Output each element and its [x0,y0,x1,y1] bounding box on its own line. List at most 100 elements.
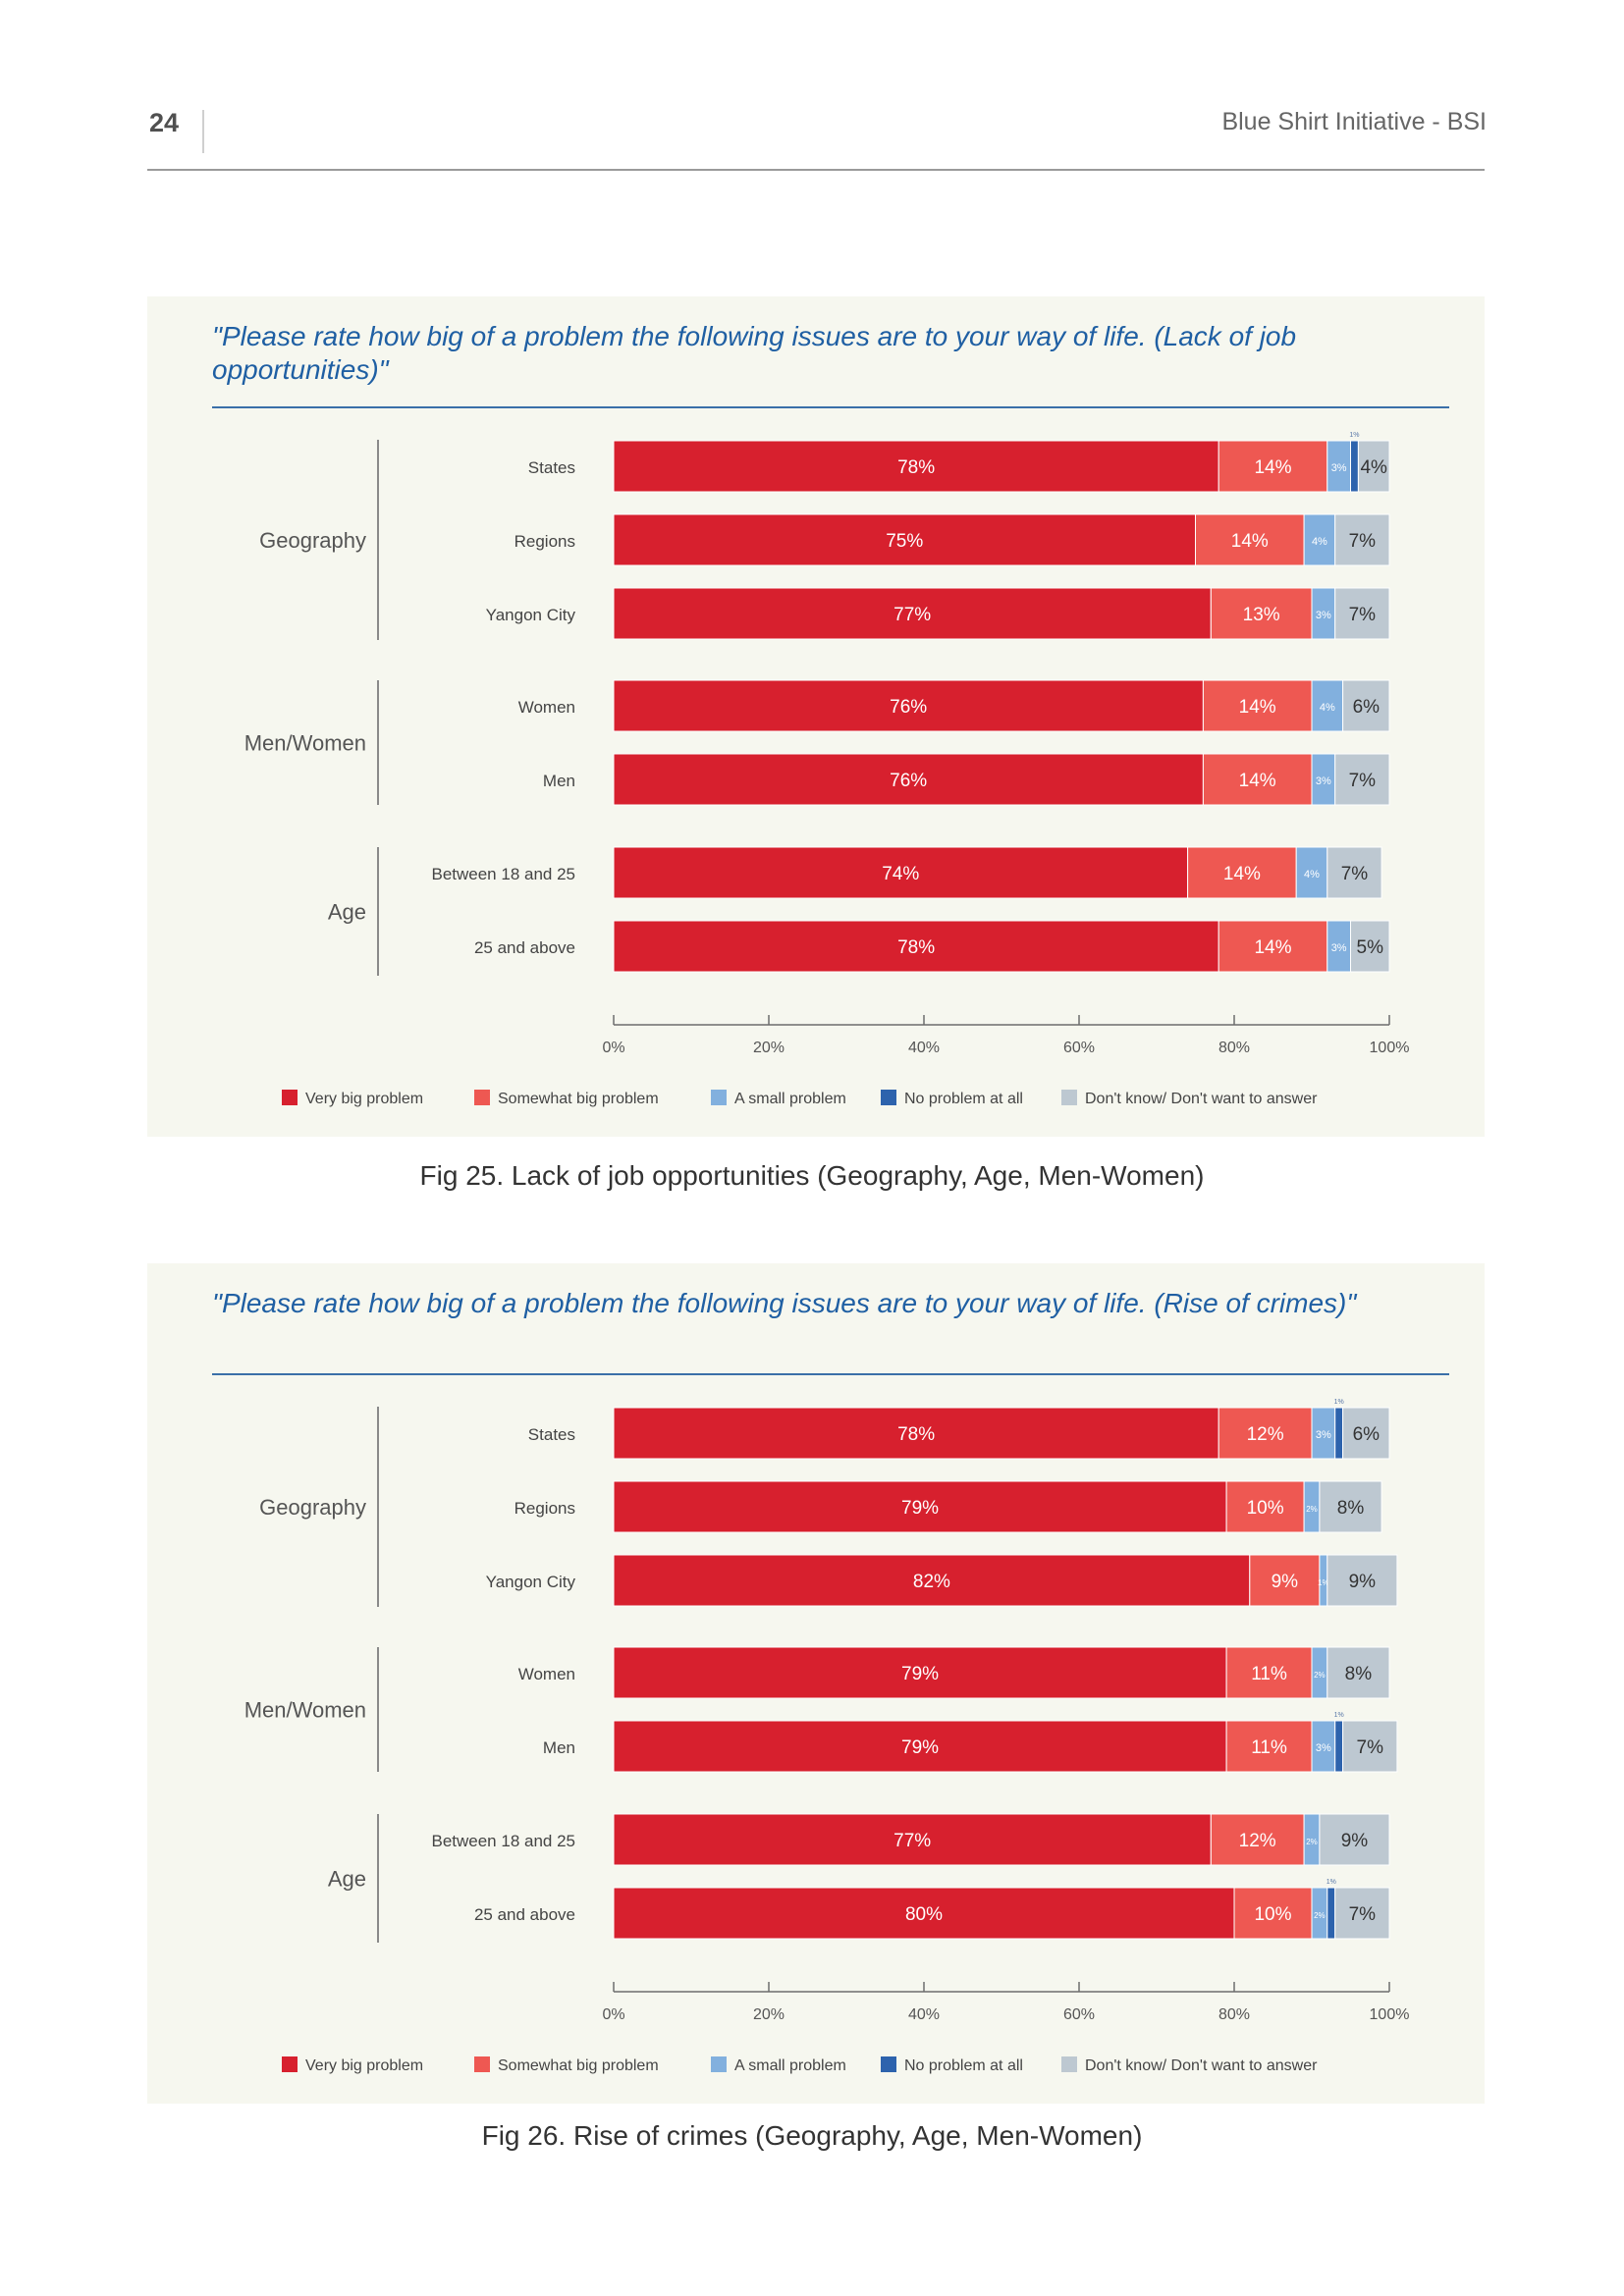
category-label: States [528,458,575,477]
page-number-divider [202,110,204,153]
legend-swatch-dont-know [1061,2056,1077,2072]
data-label: 82% [913,1572,950,1592]
data-label: 1% [1334,1712,1344,1719]
data-label: 7% [1349,531,1377,552]
x-tick-label: 80% [1218,2006,1250,2023]
bar-segment-somewhat-big-problem [1225,1720,1313,1773]
data-label: 77% [893,605,931,625]
data-label: 1% [1334,1399,1344,1406]
category-label: Regions [514,532,575,551]
bar-segment-somewhat-big-problem [1218,1407,1313,1460]
data-label: 7% [1349,771,1377,791]
bar-segment-very-big-problem [613,440,1219,493]
bar-segment-very-big-problem [613,1813,1212,1866]
bar-segment-somewhat-big-problem [1225,1480,1305,1533]
category-label: Yangon City [486,1573,576,1591]
bar-segment-very-big-problem [613,1887,1235,1940]
data-label: 14% [1254,457,1291,478]
bar-segment-no-problem [1334,1407,1344,1460]
data-label: 7% [1357,1737,1384,1758]
chart-title: "Please rate how big of a problem the fo… [212,1288,1357,1318]
x-tick-label: 100% [1370,2006,1410,2023]
category-label: Between 18 and 25 [431,865,575,883]
data-label: 4% [1304,869,1320,881]
bar-segment-dont-know [1342,1720,1398,1773]
data-label: 5% [1357,937,1384,958]
legend-label: No problem at all [904,1091,1023,1107]
bar-segment-small-problem [1311,679,1344,732]
data-label: 11% [1251,1737,1287,1758]
data-label: 2% [1314,1671,1326,1680]
bar-segment-dont-know [1357,440,1390,493]
legend-label: Very big problem [305,1091,423,1107]
data-label: 78% [897,1424,935,1445]
bar-segment-very-big-problem [613,1480,1227,1533]
legend-label: No problem at all [904,2057,1023,2074]
legend-swatch-no-problem [881,2056,896,2072]
data-label: 77% [893,1831,931,1851]
data-label: 3% [1316,1742,1331,1754]
bar-segment-dont-know [1342,679,1390,732]
data-label: 9% [1272,1572,1299,1592]
data-label: 8% [1337,1498,1365,1519]
data-label: 14% [1223,864,1261,884]
x-tick-label: 20% [753,2006,785,2023]
x-tick-label: 0% [602,1040,624,1056]
data-label: 3% [1331,942,1347,954]
data-label: 3% [1316,775,1331,787]
data-label: 11% [1251,1664,1287,1684]
data-label: 1% [1349,432,1359,439]
bar-segment-very-big-problem [613,679,1204,732]
data-label: 7% [1341,864,1369,884]
category-label: Women [518,698,575,717]
bar-segment-dont-know [1342,1407,1390,1460]
data-label: 2% [1306,1838,1318,1846]
x-tick-label: 80% [1218,1040,1250,1056]
data-label: 9% [1349,1572,1377,1592]
x-tick-label: 40% [908,1040,940,1056]
chart-title-rule [212,406,1449,408]
chart-panel-rise-of-crimes: "Please rate how big of a problem the fo… [147,1263,1485,2104]
data-label: 4% [1320,702,1335,714]
bar-segment-very-big-problem [613,1646,1227,1699]
x-tick-label: 0% [602,2006,624,2023]
category-label: Regions [514,1499,575,1518]
bar-segment-somewhat-big-problem [1210,1813,1305,1866]
data-label: 1% [1318,1578,1329,1587]
bar-segment-somewhat-big-problem [1195,513,1305,566]
data-label: 7% [1349,1904,1377,1925]
data-label: 80% [905,1904,943,1925]
category-label: Women [518,1665,575,1683]
bar-segment-dont-know [1334,1887,1390,1940]
bar-segment-somewhat-big-problem [1218,440,1328,493]
bar-segment-small-problem [1295,846,1328,899]
bar-segment-somewhat-big-problem [1225,1646,1313,1699]
bar-segment-dont-know [1350,920,1390,973]
legend-label: A small problem [734,1091,846,1107]
data-label: 3% [1331,462,1347,474]
bar-segment-very-big-problem [613,920,1219,973]
data-label: 4% [1312,536,1327,548]
data-label: 12% [1239,1831,1276,1851]
data-label: 6% [1353,697,1380,718]
data-label: 76% [890,771,927,791]
bar-segment-somewhat-big-problem [1187,846,1297,899]
data-label: 79% [901,1664,939,1684]
data-label: 1% [1326,1879,1336,1886]
data-label: 79% [901,1498,939,1519]
data-label: 8% [1345,1664,1373,1684]
bar-segment-somewhat-big-problem [1233,1887,1313,1940]
group-label: Geography [259,1495,366,1520]
data-label: 75% [886,531,923,552]
category-label: Yangon City [486,606,576,624]
legend-label: Somewhat big problem [498,2057,659,2074]
data-label: 76% [890,697,927,718]
category-label: 25 and above [474,1905,575,1924]
data-label: 79% [901,1737,939,1758]
data-label: 74% [882,864,919,884]
data-label: 14% [1231,531,1269,552]
data-label: 2% [1314,1911,1326,1920]
data-label: 14% [1239,771,1276,791]
x-tick-label: 100% [1370,1040,1410,1056]
legend-swatch-small-problem [711,1090,727,1105]
